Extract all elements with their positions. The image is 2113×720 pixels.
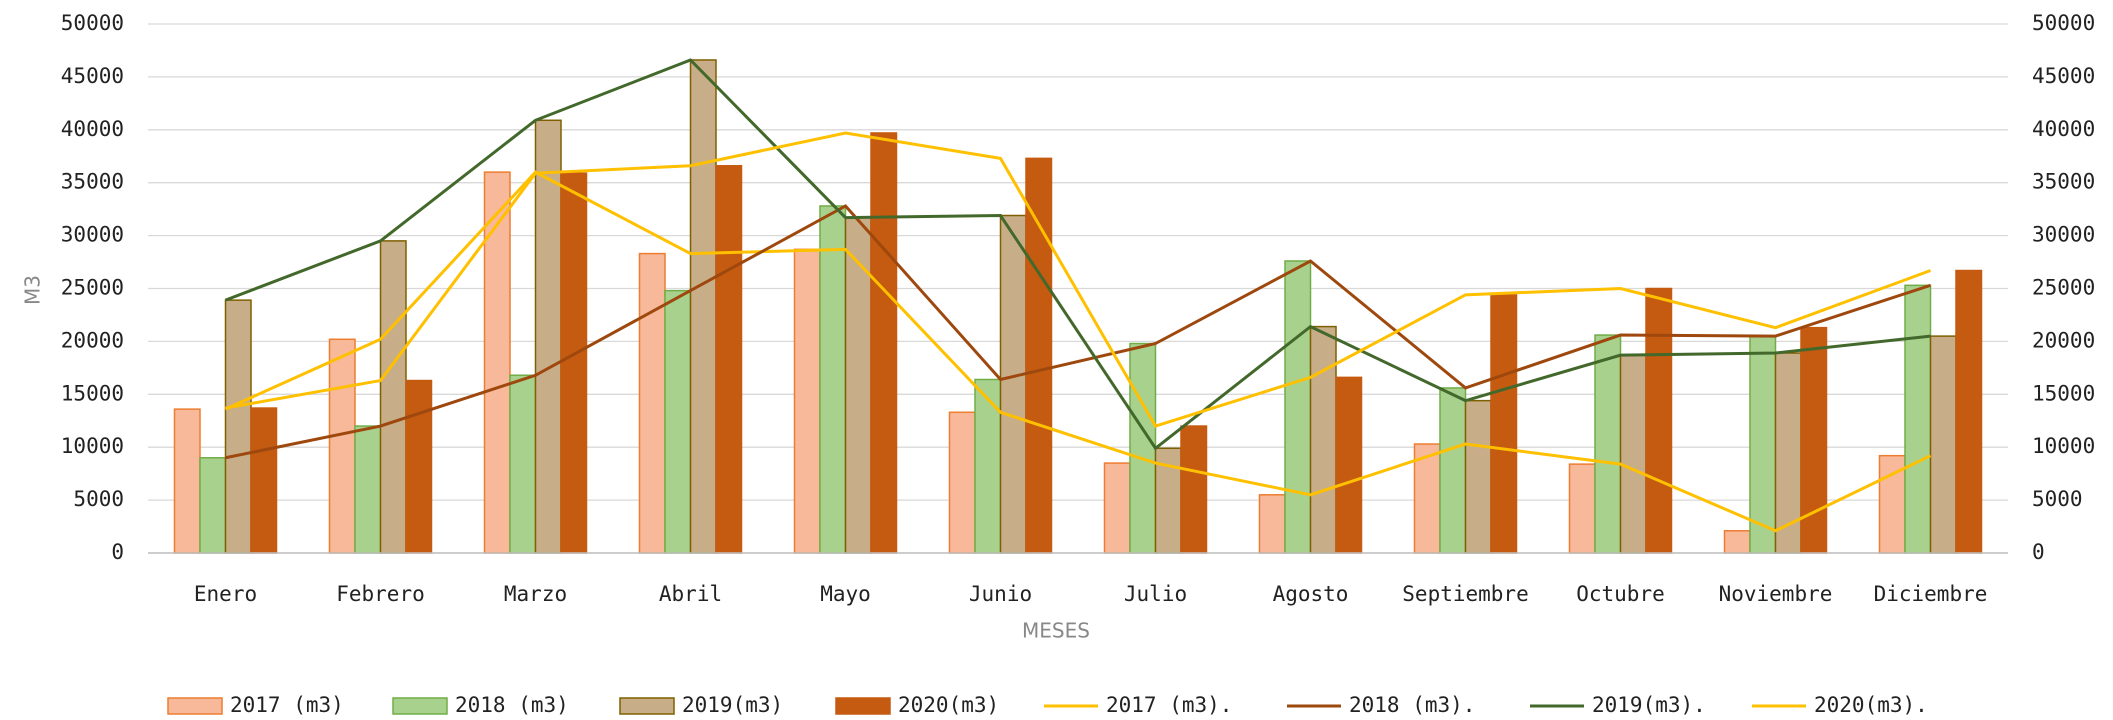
y2-tick-label: 20000 bbox=[2032, 328, 2095, 352]
bar bbox=[1490, 294, 1518, 554]
bar bbox=[1800, 326, 1828, 554]
y2-tick-label: 45000 bbox=[2032, 64, 2095, 88]
y2-tick-label: 30000 bbox=[2032, 223, 2095, 247]
bar bbox=[870, 132, 898, 554]
y2-tick-label: 35000 bbox=[2032, 170, 2095, 194]
bar bbox=[379, 240, 407, 554]
bar bbox=[1103, 462, 1131, 554]
y2-tick-label: 40000 bbox=[2032, 117, 2095, 141]
x-axis-label: MESES bbox=[1022, 619, 1090, 643]
legend-label: 2019(m3) bbox=[682, 693, 783, 717]
bar bbox=[1645, 287, 1673, 554]
line bbox=[225, 204, 1931, 460]
bar bbox=[1258, 494, 1286, 554]
bar bbox=[250, 407, 278, 554]
legend-label: 2017 (m3). bbox=[1106, 693, 1232, 717]
y-tick-label: 40000 bbox=[61, 117, 124, 141]
bar bbox=[173, 408, 201, 554]
bar bbox=[1309, 325, 1337, 554]
bar bbox=[1723, 530, 1751, 554]
bar bbox=[664, 289, 692, 554]
y-tick-label: 0 bbox=[111, 540, 124, 564]
x-tick-label: Septiembre bbox=[1402, 582, 1528, 606]
line bbox=[225, 131, 1932, 428]
bar bbox=[689, 59, 717, 554]
y-tick-label: 15000 bbox=[61, 381, 124, 405]
y-tick-label: 30000 bbox=[61, 223, 124, 247]
y-tick-label: 35000 bbox=[61, 170, 124, 194]
y2-tick-label: 25000 bbox=[2032, 276, 2095, 300]
x-tick-label: Octubre bbox=[1576, 582, 1665, 606]
x-tick-label: Marzo bbox=[504, 582, 567, 606]
legend-label: 2018 (m3) bbox=[455, 693, 569, 717]
bar bbox=[534, 119, 562, 554]
y2-tick-label: 10000 bbox=[2032, 434, 2095, 458]
bar bbox=[1568, 463, 1596, 554]
legend-label: 2018 (m3). bbox=[1349, 693, 1475, 717]
y-tick-label: 10000 bbox=[61, 434, 124, 458]
x-tick-label: Enero bbox=[194, 582, 257, 606]
bar bbox=[1464, 399, 1492, 554]
bar bbox=[1284, 260, 1312, 554]
x-tick-label: Mayo bbox=[820, 582, 871, 606]
bar bbox=[1413, 443, 1441, 554]
bar bbox=[1594, 334, 1622, 554]
legend-swatch bbox=[619, 697, 675, 715]
x-tick-label: Febrero bbox=[336, 582, 425, 606]
bar bbox=[405, 379, 433, 554]
line bbox=[224, 170, 1932, 533]
bar bbox=[483, 171, 511, 554]
bar bbox=[199, 457, 227, 554]
bar bbox=[509, 374, 537, 554]
bar bbox=[1904, 284, 1932, 554]
bar bbox=[1180, 425, 1208, 554]
bar bbox=[715, 165, 743, 554]
bar bbox=[1439, 387, 1467, 554]
bar bbox=[354, 425, 382, 554]
bar bbox=[948, 411, 976, 554]
line bbox=[224, 58, 1931, 451]
legend-label: 2019(m3). bbox=[1592, 693, 1706, 717]
legend-label: 2020(m3) bbox=[898, 693, 999, 717]
y2-tick-label: 15000 bbox=[2032, 381, 2095, 405]
legend-label: 2017 (m3) bbox=[230, 693, 344, 717]
bar bbox=[819, 205, 847, 554]
x-tick-label: Junio bbox=[969, 582, 1032, 606]
bar bbox=[974, 378, 1002, 554]
bar bbox=[1878, 454, 1906, 554]
bar bbox=[1129, 342, 1157, 554]
x-tick-label: Agosto bbox=[1273, 582, 1349, 606]
bar bbox=[999, 214, 1027, 554]
x-tick-label: Noviembre bbox=[1719, 582, 1833, 606]
legend-label: 2020(m3). bbox=[1814, 693, 1928, 717]
legend-swatch bbox=[835, 697, 891, 715]
bar bbox=[328, 338, 356, 554]
bar bbox=[1955, 269, 1983, 554]
bar bbox=[1619, 354, 1647, 554]
y2-tick-label: 5000 bbox=[2032, 487, 2083, 511]
y-axis-label: M3 bbox=[21, 275, 45, 305]
y-tick-label: 25000 bbox=[61, 276, 124, 300]
bar bbox=[560, 172, 588, 554]
x-tick-label: Abril bbox=[659, 582, 722, 606]
x-tick-label: Diciembre bbox=[1874, 582, 1988, 606]
x-tick-label: Julio bbox=[1124, 582, 1187, 606]
y2-tick-label: 50000 bbox=[2032, 11, 2095, 35]
legend-swatch bbox=[167, 697, 223, 715]
y-tick-label: 5000 bbox=[73, 487, 124, 511]
bar bbox=[844, 216, 872, 554]
y-tick-label: 45000 bbox=[61, 64, 124, 88]
bar bbox=[1025, 157, 1053, 554]
bar bbox=[638, 252, 666, 554]
y-tick-label: 50000 bbox=[61, 11, 124, 35]
bar bbox=[1929, 335, 1957, 554]
bar bbox=[224, 299, 252, 554]
legend-swatch bbox=[392, 697, 448, 715]
bar bbox=[1335, 376, 1363, 554]
bar bbox=[793, 248, 821, 554]
y2-tick-label: 0 bbox=[2032, 540, 2045, 564]
y-tick-label: 20000 bbox=[61, 328, 124, 352]
